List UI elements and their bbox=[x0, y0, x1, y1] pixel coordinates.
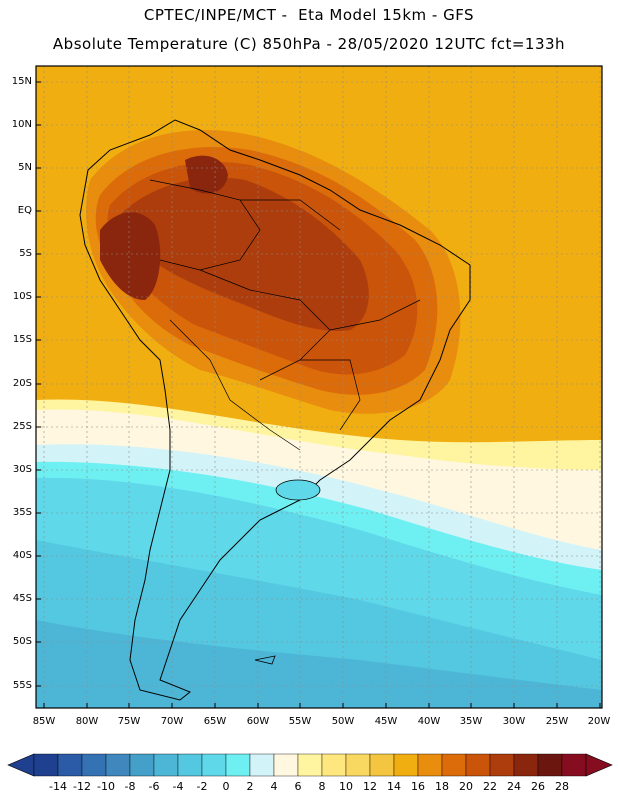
lon-label-30w: 30W bbox=[502, 716, 526, 727]
lat-label-10n: 10N bbox=[11, 119, 32, 130]
colorbar-tick-label: 2 bbox=[246, 780, 254, 793]
lat-label-35s: 35S bbox=[12, 507, 32, 518]
axis-ticks bbox=[36, 81, 601, 708]
lon-label-60w: 60W bbox=[246, 716, 270, 727]
colorbar-swatch bbox=[249, 753, 275, 777]
colorbar-swatch bbox=[81, 753, 107, 777]
lat-label-50s: 50S bbox=[12, 636, 32, 647]
lat-label-30s: 30S bbox=[12, 464, 32, 475]
lon-label-80w: 80W bbox=[75, 716, 99, 727]
lat-label-25s: 25S bbox=[12, 421, 32, 432]
lat-label-40s: 40S bbox=[12, 550, 32, 561]
colorbar-tick-label: -6 bbox=[148, 780, 160, 793]
colorbar-high-arrow bbox=[585, 753, 613, 777]
colorbar-tick-label: 26 bbox=[531, 780, 545, 793]
rio-de-la-plata bbox=[275, 479, 321, 501]
temperature-colorbar bbox=[7, 753, 613, 777]
colorbar-tick-label: 8 bbox=[318, 780, 326, 793]
lat-label-10s: 10S bbox=[12, 291, 32, 302]
south-america-coastline bbox=[79, 119, 471, 701]
lat-label-55s: 55S bbox=[12, 680, 32, 691]
colorbar-tick-label: 6 bbox=[294, 780, 302, 793]
map-title-line1: CPTEC/INPE/MCT - Eta Model 15km - GFS bbox=[143, 6, 475, 24]
colorbar-swatch bbox=[297, 753, 323, 777]
lat-label-5n: 5N bbox=[18, 162, 32, 173]
map-title-line2: Absolute Temperature (C) 850hPa - 28/05/… bbox=[52, 35, 566, 53]
colorbar-swatch bbox=[561, 753, 587, 777]
colorbar-swatch bbox=[393, 753, 419, 777]
lat-label-15n: 15N bbox=[11, 76, 32, 87]
colorbar-swatch bbox=[129, 753, 155, 777]
colorbar-swatch bbox=[153, 753, 179, 777]
colorbar-swatch bbox=[273, 753, 299, 777]
colorbar-swatch bbox=[33, 753, 59, 777]
colorbar-tick-label: 12 bbox=[363, 780, 377, 793]
lon-label-70w: 70W bbox=[160, 716, 184, 727]
lon-label-45w: 45W bbox=[374, 716, 398, 727]
colorbar-low-arrow bbox=[7, 753, 35, 777]
lon-label-25w: 25W bbox=[545, 716, 569, 727]
country-borders bbox=[149, 179, 421, 451]
colorbar-swatch bbox=[513, 753, 539, 777]
colorbar-tick-label: 20 bbox=[459, 780, 473, 793]
lon-label-75w: 75W bbox=[117, 716, 141, 727]
colorbar-tick-label: 4 bbox=[270, 780, 278, 793]
lon-label-50w: 50W bbox=[331, 716, 355, 727]
lat-label-45s: 45S bbox=[12, 593, 32, 604]
lat-label-15s: 15S bbox=[12, 334, 32, 345]
lon-label-35w: 35W bbox=[459, 716, 483, 727]
colorbar-swatch bbox=[537, 753, 563, 777]
colorbar-tick-label: 18 bbox=[435, 780, 449, 793]
lon-label-65w: 65W bbox=[203, 716, 227, 727]
colorbar-tick-label: 28 bbox=[555, 780, 569, 793]
colorbar-tick-label: 24 bbox=[507, 780, 521, 793]
lat-label-20s: 20S bbox=[12, 378, 32, 389]
lon-label-20w: 20W bbox=[587, 716, 611, 727]
colorbar-tick-label: -12 bbox=[73, 780, 91, 793]
lat-label-eq: EQ bbox=[17, 205, 32, 216]
colorbar-swatch bbox=[345, 753, 371, 777]
colorbar-tick-label: 22 bbox=[483, 780, 497, 793]
colorbar-swatch bbox=[489, 753, 515, 777]
lon-label-85w: 85W bbox=[32, 716, 56, 727]
colorbar-tick-label: 16 bbox=[411, 780, 425, 793]
colorbar-swatch bbox=[177, 753, 203, 777]
colorbar-tick-label: 0 bbox=[222, 780, 230, 793]
colorbar-tick-label: -2 bbox=[196, 780, 208, 793]
temperature-field bbox=[36, 66, 602, 708]
falkland-islands bbox=[254, 655, 276, 665]
colorbar-swatch bbox=[369, 753, 395, 777]
colorbar-tick-label: 14 bbox=[387, 780, 401, 793]
colorbar-tick-label: -10 bbox=[97, 780, 115, 793]
map-frame bbox=[35, 65, 603, 709]
colorbar-swatch bbox=[105, 753, 131, 777]
colorbar-swatch bbox=[201, 753, 227, 777]
lon-label-55w: 55W bbox=[288, 716, 312, 727]
colorbar-tick-label: -4 bbox=[172, 780, 184, 793]
colorbar-swatch bbox=[417, 753, 443, 777]
colorbar-swatch bbox=[465, 753, 491, 777]
colorbar-swatch bbox=[441, 753, 467, 777]
lat-label-5s: 5S bbox=[19, 248, 32, 259]
colorbar-tick-label: -8 bbox=[124, 780, 136, 793]
colorbar-swatch bbox=[321, 753, 347, 777]
lon-label-40w: 40W bbox=[417, 716, 441, 727]
colorbar-swatch bbox=[57, 753, 83, 777]
colorbar-tick-label: 10 bbox=[339, 780, 353, 793]
colorbar-swatch bbox=[225, 753, 251, 777]
colorbar-tick-label: -14 bbox=[49, 780, 67, 793]
